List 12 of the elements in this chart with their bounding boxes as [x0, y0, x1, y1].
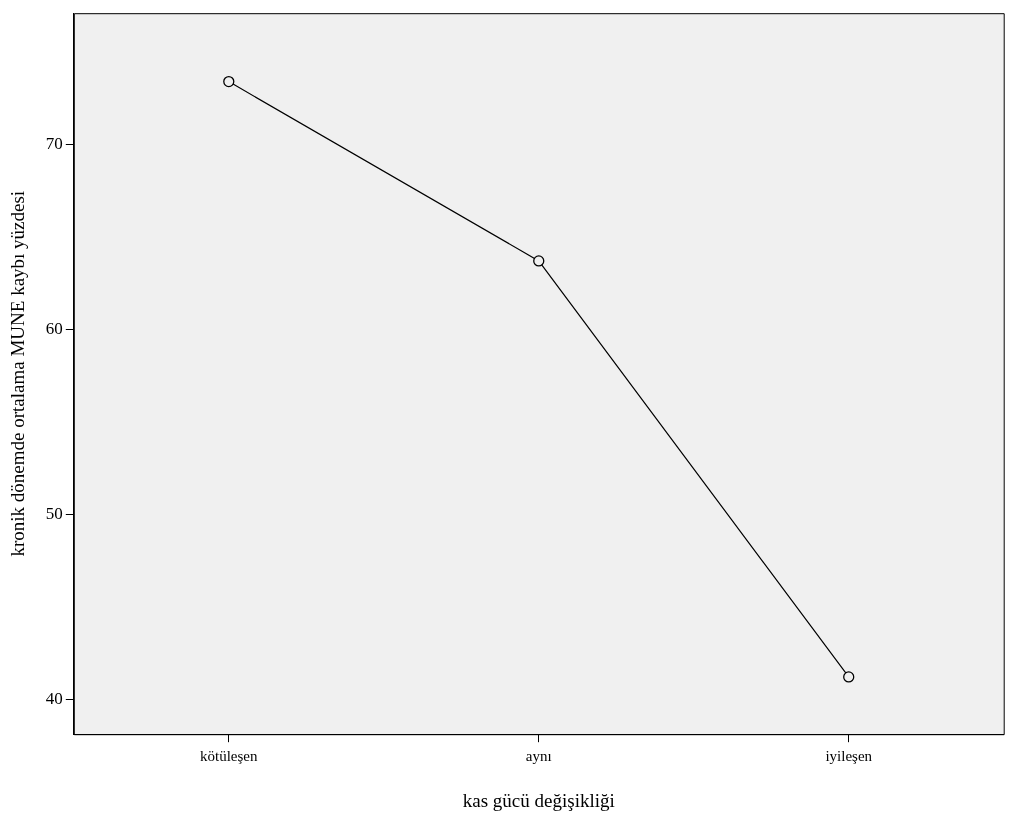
point [843, 671, 855, 683]
x-tick-label: aynı [525, 748, 552, 765]
y-tick-label: 50 [45, 503, 63, 523]
y-tick-label: 40 [45, 688, 63, 708]
x-tick-label: iyileşen [825, 748, 873, 765]
x-axis-title: kas gücü değişikliği [462, 789, 615, 811]
point [533, 255, 545, 267]
y-tick-label: 60 [45, 318, 63, 338]
x-tick-label: kötüleşen [200, 748, 259, 765]
y-axis-title: kronik dönemde ortalama MUNE kaybı yüzdesi [7, 190, 29, 557]
y-tick-label: 70 [45, 133, 63, 153]
point [223, 75, 235, 88]
